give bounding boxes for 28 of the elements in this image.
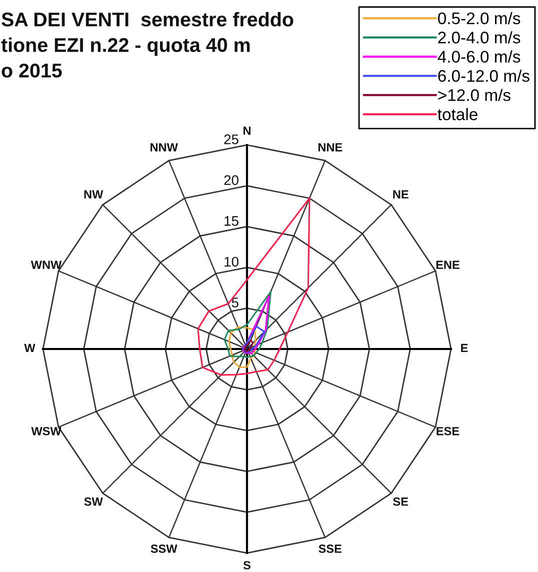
legend-label: totale [438,108,478,120]
spoke-label: NW [84,190,104,198]
y-tick-label: 5 [232,298,238,308]
y-tick-label: 20 [224,175,238,186]
spoke-label: SSE [318,544,342,553]
spoke-label: NE [393,190,408,198]
legend-label: >12.0 m/s [438,88,510,102]
text: SA DEI VENTI semestre freddo tione EZI n.22 - quota 40 m o 2015 [1,12,294,78]
spoke-label: W [24,344,36,352]
spoke-label: S [243,561,250,570]
spoke-label: NNW [150,143,178,152]
spoke-label: WNW [30,260,62,269]
spoke-label: NNE [318,143,342,152]
y-tick-label: 25 [224,134,238,144]
spoke-label: ENE [436,260,460,269]
spoke-label: ESE [436,426,460,436]
spoke-label: N [244,126,250,135]
spoke-label: SW [84,497,103,506]
legend-label: 2.0-4.0 m/s [438,31,520,44]
legend-label: 4.0-6.0 m/s [438,50,520,63]
spoke-label: E [461,344,468,352]
spoke-label: SE [393,497,408,506]
spoke-label: WSW [31,426,62,436]
legend-label: 0.5-2.0 m/s [438,12,520,24]
y-tick-label: 15 [224,216,238,226]
legend-label: 6.0-12.0 m/s [438,70,530,82]
y-tick-label: 10 [224,256,238,267]
spoke-label: SSW [150,544,178,553]
